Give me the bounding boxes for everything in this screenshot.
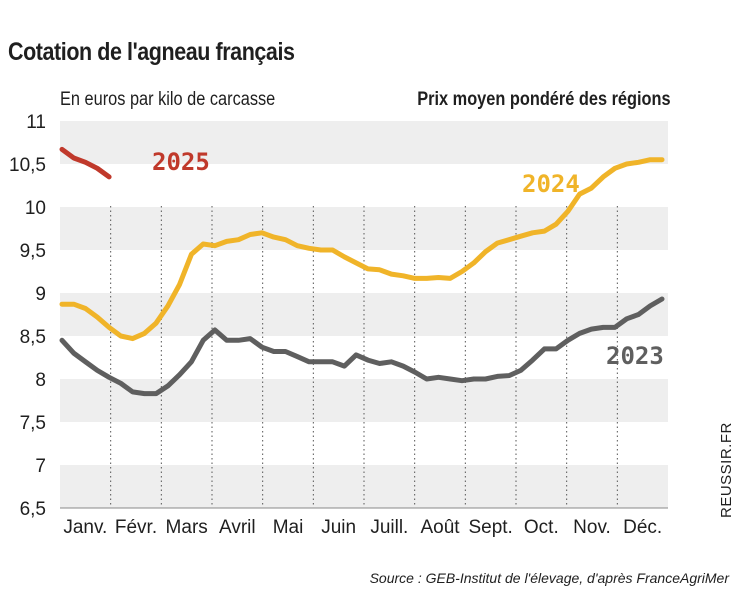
y-tick-label: 8,5: [20, 327, 46, 348]
series-labels: 2023 2024 2025: [152, 148, 664, 370]
series-label-2023: 2023: [606, 342, 664, 370]
x-tick-label: Sept.: [468, 517, 512, 538]
method-subtitle: Prix moyen pondéré des régions: [417, 89, 671, 110]
month-separators: [110, 206, 618, 508]
x-tick-label: Juill.: [370, 517, 408, 538]
y-tick-label: 7,5: [20, 413, 46, 434]
y-tick-label: 7: [35, 456, 46, 477]
series-line-2025: [59, 146, 112, 180]
series-label-2025: 2025: [152, 148, 210, 176]
x-tick-label: Mai: [273, 517, 304, 538]
series-line-2023: [59, 296, 665, 397]
series-line-2024: [59, 157, 665, 342]
y-tick-label: 9: [35, 284, 46, 305]
source-note: Source : GEB-Institut de l'élevage, d'ap…: [369, 570, 729, 586]
series-label-2024: 2024: [522, 170, 580, 198]
y-tick-label: 10: [25, 198, 46, 219]
x-axis-ticks: Janv. Févr. Mars Avril Mai Juin Juill. Août Sept…: [63, 517, 662, 538]
x-tick-label: Nov.: [573, 517, 611, 538]
chart-title: Cotation de l'agneau français: [8, 38, 295, 66]
y-tick-label: 6,5: [20, 499, 46, 520]
x-tick-label: Mars: [166, 517, 208, 538]
y-tick-label: 10,5: [9, 155, 46, 176]
y-tick-label: 8: [35, 370, 46, 391]
y-tick-label: 9,5: [20, 241, 46, 262]
y-tick-label: 11: [26, 112, 46, 133]
x-tick-label: Déc.: [623, 517, 662, 538]
x-tick-label: Févr.: [115, 517, 157, 538]
grid-band: [60, 121, 668, 164]
x-tick-label: Avril: [219, 517, 256, 538]
x-tick-label: Août: [420, 517, 460, 538]
y-axis-ticks: 11 10,5 10 9,5 9 8,5 8 7,5 7 6,5: [9, 112, 46, 520]
unit-subtitle: En euros par kilo de carcasse: [60, 89, 276, 110]
site-credit: REUSSIR.FR: [718, 422, 735, 518]
x-tick-label: Janv.: [63, 517, 107, 538]
series-lines: [59, 146, 665, 397]
x-tick-label: Juin: [321, 517, 356, 538]
x-tick-label: Oct.: [524, 517, 559, 538]
